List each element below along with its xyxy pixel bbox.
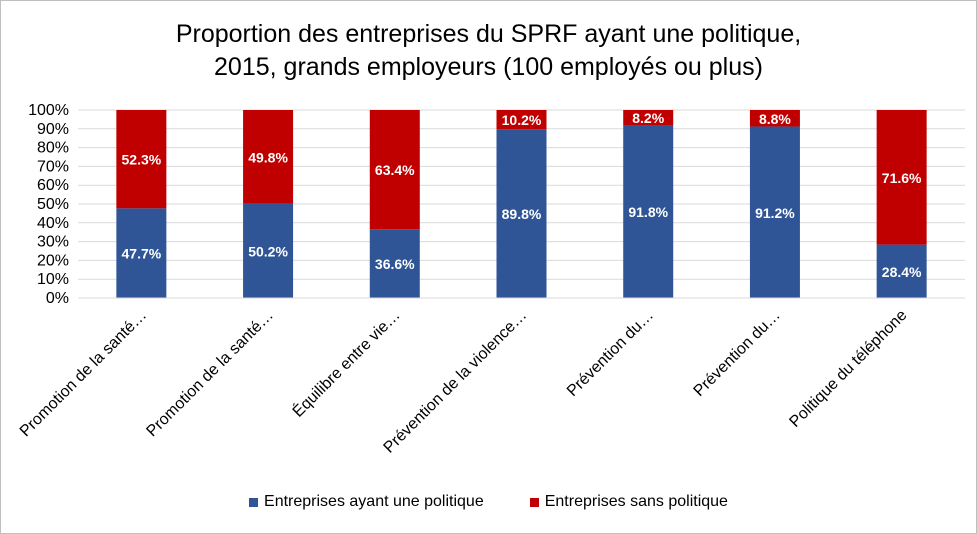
bar-with-policy: [749, 126, 800, 298]
bar-without-policy: [116, 110, 167, 209]
x-category-label: Promotion de la santé…: [17, 307, 150, 440]
legend-swatch-without-policy: [529, 497, 539, 507]
x-category-label: Prévention de la violence…: [381, 307, 531, 457]
y-tick-label: 20%: [37, 252, 69, 269]
data-label-with-policy: 89.8%: [502, 206, 542, 222]
bar-without-policy: [749, 110, 800, 127]
data-label-with-policy: 50.2%: [248, 243, 288, 259]
chart-title-line-2: 2015, grands employeurs (100 employés ou…: [214, 53, 763, 81]
bar-without-policy: [623, 110, 674, 126]
y-tick-label: 100%: [28, 102, 69, 119]
data-label-without-policy: 8.2%: [632, 110, 664, 126]
bar-with-policy: [243, 203, 294, 298]
data-label-with-policy: 47.7%: [122, 246, 162, 262]
bar-with-policy: [876, 244, 927, 298]
legend-item-without-policy: Entreprises sans politique: [529, 493, 728, 511]
data-label-without-policy: 63.4%: [375, 162, 415, 178]
chart-title: Proportion des entreprises du SPRF ayant…: [0, 18, 977, 84]
bar-without-policy: [369, 110, 420, 230]
y-tick-label: 80%: [37, 140, 69, 157]
bar-with-policy: [369, 229, 420, 298]
x-category-label: Promotion de la santé…: [143, 307, 276, 440]
bar-with-policy: [116, 208, 167, 298]
x-category-label: Politique du téléphone: [786, 307, 910, 431]
data-label-with-policy: 36.6%: [375, 256, 415, 272]
y-tick-label: 90%: [37, 121, 69, 138]
legend-label-without-policy: Entreprises sans politique: [544, 493, 728, 510]
y-tick-label: 60%: [37, 177, 69, 194]
bar-with-policy: [496, 129, 547, 298]
bar-without-policy: [876, 110, 927, 245]
x-category-label: Prévention du…: [564, 307, 657, 400]
legend-swatch-with-policy: [249, 497, 259, 507]
data-label-with-policy: 91.2%: [755, 205, 795, 221]
legend-item-with-policy: Entreprises ayant une politique: [249, 493, 484, 511]
x-category-label: Équilibre entre vie…: [288, 305, 403, 420]
bar-without-policy: [243, 110, 294, 204]
y-tick-label: 30%: [37, 234, 69, 251]
data-label-without-policy: 52.3%: [122, 152, 162, 168]
legend: Entreprises ayant une politique Entrepri…: [0, 493, 977, 511]
legend-label-with-policy: Entreprises ayant une politique: [264, 493, 484, 510]
chart-title-line-1: Proportion des entreprises du SPRF ayant…: [175, 20, 802, 48]
data-label-without-policy: 49.8%: [248, 149, 288, 165]
data-label-with-policy: 28.4%: [882, 264, 922, 280]
data-label-with-policy: 91.8%: [628, 204, 668, 220]
y-tick-label: 40%: [37, 215, 69, 232]
y-tick-label: 10%: [37, 271, 69, 288]
bar-without-policy: [496, 110, 547, 130]
y-tick-label: 70%: [37, 158, 69, 175]
y-tick-label: 50%: [37, 196, 69, 213]
y-tick-label: 0%: [46, 290, 69, 307]
bar-with-policy: [623, 125, 674, 298]
data-label-without-policy: 71.6%: [882, 170, 922, 186]
data-label-without-policy: 8.8%: [759, 111, 791, 127]
data-label-without-policy: 10.2%: [502, 112, 542, 128]
x-category-label: Prévention du…: [691, 307, 784, 400]
